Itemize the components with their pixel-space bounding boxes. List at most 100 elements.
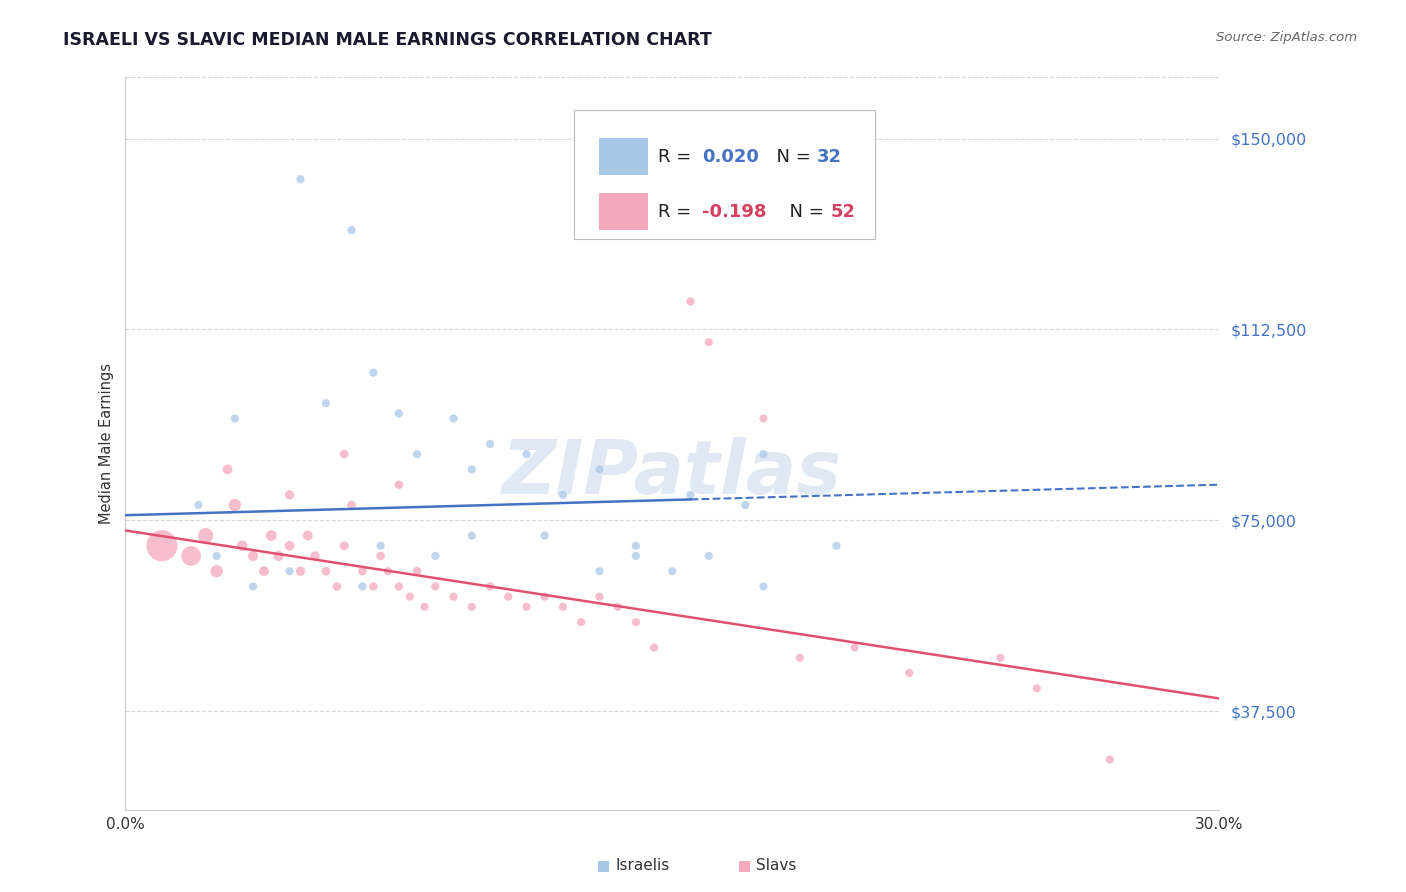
Point [515, 599, 537, 614]
Point [624, 549, 647, 563]
Point [496, 590, 519, 604]
Point [588, 462, 610, 476]
Y-axis label: Median Male Earnings: Median Male Earnings [100, 363, 114, 524]
Bar [599, 138, 648, 175]
Point [551, 599, 574, 614]
Point [297, 528, 319, 542]
Point [352, 564, 374, 578]
Point [990, 650, 1012, 665]
Point [290, 564, 312, 578]
Text: ▪: ▪ [596, 855, 612, 875]
Point [278, 488, 301, 502]
Text: ▪: ▪ [737, 855, 752, 875]
Point [479, 579, 502, 593]
Bar [599, 194, 648, 230]
Point [224, 498, 246, 512]
Point [326, 579, 349, 593]
Point [333, 539, 356, 553]
Point [425, 579, 447, 593]
Point [242, 579, 264, 593]
Point [425, 549, 447, 563]
Point [825, 539, 848, 553]
Point [231, 539, 253, 553]
Point [194, 528, 217, 542]
Point [340, 223, 363, 237]
Point [180, 549, 202, 563]
Text: -0.198: -0.198 [702, 202, 766, 220]
Point [697, 335, 720, 350]
Point [388, 406, 411, 420]
Point [443, 411, 465, 425]
Point [588, 590, 610, 604]
Text: Source: ZipAtlas.com: Source: ZipAtlas.com [1216, 31, 1357, 45]
Text: Slavs: Slavs [756, 858, 797, 872]
Point [734, 498, 756, 512]
Point [569, 615, 592, 629]
Point [661, 564, 683, 578]
Point [406, 564, 429, 578]
Point [370, 539, 392, 553]
Point [290, 172, 312, 186]
Point [333, 447, 356, 461]
Point [533, 528, 555, 542]
Point [304, 549, 326, 563]
Point [315, 564, 337, 578]
Point [643, 640, 665, 655]
Point [679, 294, 702, 309]
Point [278, 539, 301, 553]
Point [370, 549, 392, 563]
Point [260, 528, 283, 542]
Point [844, 640, 866, 655]
Point [624, 615, 647, 629]
Point [679, 488, 702, 502]
Point [789, 650, 811, 665]
Point [752, 447, 775, 461]
Point [461, 462, 484, 476]
Point [363, 579, 385, 593]
Text: N =: N = [779, 202, 830, 220]
Point [443, 590, 465, 604]
Point [398, 590, 420, 604]
Point [217, 462, 239, 476]
Point [461, 528, 484, 542]
Point [205, 549, 228, 563]
Point [752, 579, 775, 593]
Point [278, 564, 301, 578]
Point [363, 366, 385, 380]
Point [479, 437, 502, 451]
Point [388, 579, 411, 593]
Point [388, 477, 411, 491]
Text: 0.020: 0.020 [702, 147, 759, 166]
Point [253, 564, 276, 578]
Point [340, 498, 363, 512]
Text: R =: R = [658, 147, 697, 166]
Point [187, 498, 209, 512]
Point [606, 599, 628, 614]
Point [1025, 681, 1047, 696]
FancyBboxPatch shape [574, 111, 875, 239]
Point [515, 447, 537, 461]
Text: R =: R = [658, 202, 697, 220]
Point [224, 411, 246, 425]
Point [242, 549, 264, 563]
Point [588, 564, 610, 578]
Point [461, 599, 484, 614]
Text: ISRAELI VS SLAVIC MEDIAN MALE EARNINGS CORRELATION CHART: ISRAELI VS SLAVIC MEDIAN MALE EARNINGS C… [63, 31, 711, 49]
Point [413, 599, 436, 614]
Point [267, 549, 290, 563]
Point [697, 549, 720, 563]
Point [551, 488, 574, 502]
Point [377, 564, 399, 578]
Point [406, 447, 429, 461]
Point [315, 396, 337, 410]
Text: Israelis: Israelis [616, 858, 671, 872]
Point [533, 590, 555, 604]
Point [898, 666, 921, 681]
Point [150, 539, 173, 553]
Text: 52: 52 [831, 202, 856, 220]
Point [752, 411, 775, 425]
Text: 32: 32 [817, 147, 842, 166]
Point [205, 564, 228, 578]
Point [1098, 753, 1121, 767]
Point [352, 579, 374, 593]
